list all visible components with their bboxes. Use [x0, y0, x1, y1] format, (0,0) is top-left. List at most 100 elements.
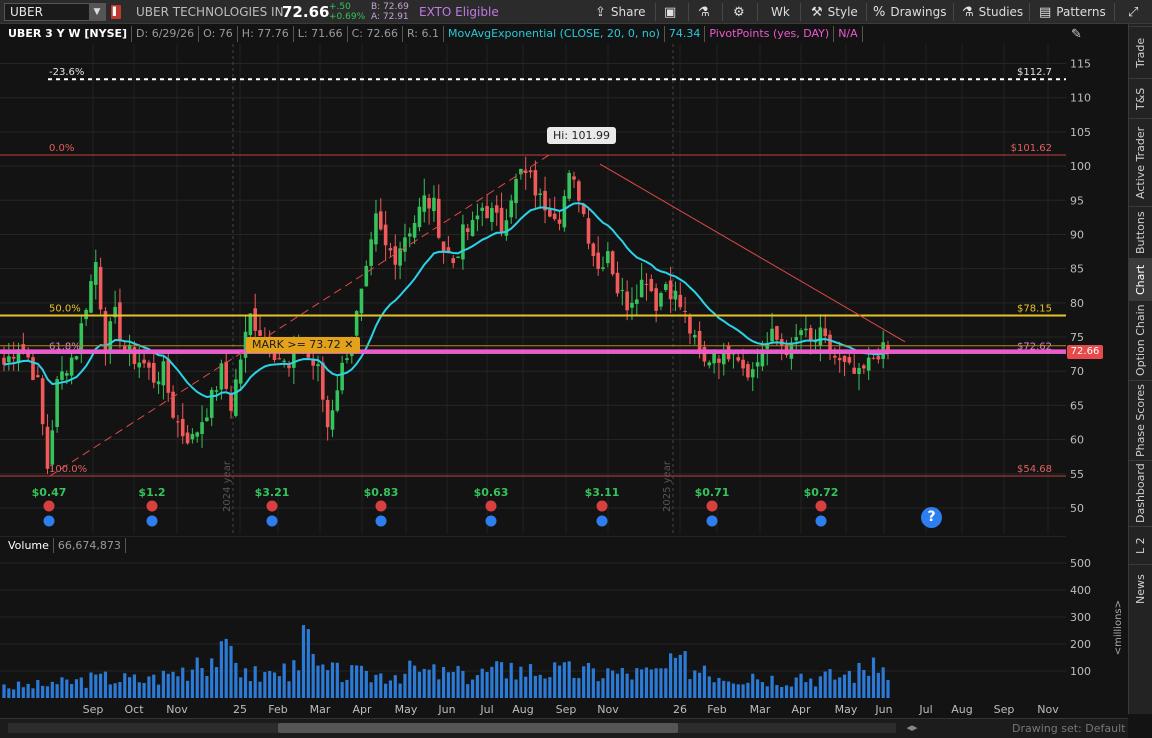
volume-bar: [615, 673, 620, 698]
candle-body: [567, 172, 571, 199]
candle-body: [277, 358, 282, 360]
volume-bar: [234, 662, 238, 698]
volume-bar: [417, 671, 422, 698]
cursor-tool-icon[interactable]: ✎: [1071, 27, 1082, 42]
candle-body: [876, 356, 881, 360]
candle-body: [272, 347, 277, 360]
side-tab-t-s[interactable]: T&S: [1129, 78, 1152, 118]
candle-body: [214, 390, 219, 392]
help-icon[interactable]: ?: [921, 507, 942, 528]
patterns-button[interactable]: ▤ Patterns: [1039, 5, 1106, 20]
side-tab-phase-scores[interactable]: Phase Scores: [1129, 380, 1152, 460]
volume-bar: [760, 682, 765, 698]
symbol-input[interactable]: UBER ▼: [4, 3, 106, 21]
side-tab-news[interactable]: News: [1129, 564, 1152, 614]
mark-alert-label[interactable]: MARK >= 73.72 ✕: [246, 337, 360, 353]
candle-body: [325, 399, 330, 428]
candle-body: [195, 432, 200, 437]
volume-bar: [722, 680, 726, 698]
side-tab-trade[interactable]: Trade: [1129, 26, 1152, 78]
candle-body: [190, 434, 195, 440]
volume-bar: [553, 662, 557, 698]
ema-study-label[interactable]: MovAvgExponential (CLOSE, 20, 0, no): [444, 26, 665, 42]
volume-bar: [268, 671, 272, 698]
resize-icon[interactable]: ◂▸: [906, 721, 918, 734]
volume-bar: [765, 686, 769, 698]
candle-body: [808, 328, 813, 341]
x-tick-label: Nov: [1037, 703, 1059, 716]
side-tab-dashboard[interactable]: Dashboard: [1129, 460, 1152, 526]
snapshot-button[interactable]: ▣: [664, 3, 681, 21]
style-button[interactable]: ⚒ Style: [811, 5, 858, 20]
volume-bar: [833, 679, 837, 698]
candle-body: [176, 421, 180, 423]
drawings-button[interactable]: % Drawings: [873, 5, 947, 20]
maximize-button[interactable]: ⤢: [1128, 3, 1143, 21]
volume-bar: [70, 683, 74, 698]
candle-body: [702, 346, 707, 362]
candle-body: [644, 283, 649, 285]
year-label: 2025 year: [662, 460, 673, 512]
volume-bar: [606, 668, 610, 698]
volume-bar: [36, 679, 40, 698]
bar-low: L: 71.66: [294, 26, 348, 42]
side-tab-option-chain[interactable]: Option Chain: [1129, 300, 1152, 380]
volume-bar: [408, 660, 412, 698]
candle-body: [639, 279, 644, 298]
volume-bar: [441, 667, 446, 698]
chart-header: UBER 3 Y W [NYSE] D: 6/29/26 O: 76 H: 77…: [4, 26, 863, 42]
flag-icon[interactable]: ▌: [111, 5, 121, 19]
volume-bar: [379, 673, 383, 698]
volume-tick-label: 300: [1070, 611, 1091, 624]
chart-symbol[interactable]: UBER 3 Y W [NYSE]: [4, 26, 133, 42]
scrollbar-thumb[interactable]: [278, 723, 678, 733]
exto-eligible-link[interactable]: EXTO Eligible: [419, 5, 499, 19]
side-tab-l-2[interactable]: L 2: [1129, 526, 1152, 564]
candle-body: [248, 313, 253, 336]
volume-bar: [113, 683, 117, 698]
candle-body: [7, 356, 11, 363]
volume-bar: [664, 668, 668, 698]
x-tick-label: Aug: [951, 703, 972, 716]
volume-bar: [842, 674, 847, 698]
drawing-set-label[interactable]: Drawing set: Default: [1012, 722, 1126, 735]
candle-body: [548, 208, 552, 217]
chevron-down-icon[interactable]: ▼: [89, 4, 105, 20]
volume-bar: [103, 671, 108, 698]
side-tab-buttons[interactable]: Buttons: [1129, 206, 1152, 258]
toolbar-divider: [757, 3, 758, 21]
volume-bar: [297, 670, 301, 698]
side-tab-chart[interactable]: Chart: [1129, 258, 1152, 300]
high-label: Hi: 101.99: [547, 127, 617, 144]
earnings-value: $0.47: [32, 486, 67, 499]
last-price-tag: 72.66: [1067, 345, 1103, 359]
volume-bar: [277, 676, 281, 698]
volume-bar: [12, 689, 16, 698]
volume-bar: [437, 679, 441, 698]
pivot-study-label[interactable]: PivotPoints (yes, DAY): [705, 26, 835, 42]
candle-body: [40, 378, 45, 425]
volume-bar: [306, 629, 310, 698]
volume-bar: [567, 661, 571, 698]
candle-body: [21, 344, 26, 352]
price-chart[interactable]: 115 110 105 100 95 90 85 80 75 70 65 60 55 50 2024 yea…: [0, 44, 1128, 534]
candle-body: [229, 394, 233, 411]
volume-bar: [2, 684, 6, 698]
candle-body: [142, 359, 146, 364]
share-button[interactable]: ⇪ Share: [595, 5, 646, 20]
x-tick-label: May: [395, 703, 418, 716]
volume-bar: [74, 679, 79, 698]
period-button[interactable]: Wk: [771, 5, 790, 19]
ema-study-value: 74.34: [665, 26, 706, 42]
volume-bar: [519, 666, 523, 698]
studies-button[interactable]: ⚗ Studies: [962, 5, 1024, 20]
candle-body: [2, 357, 6, 365]
side-tab-active-trader[interactable]: Active Trader: [1129, 118, 1152, 206]
flask-button[interactable]: ⚗: [698, 3, 715, 21]
candle-body: [45, 426, 50, 469]
volume-bar: [659, 668, 663, 698]
horizontal-scrollbar[interactable]: [8, 723, 896, 733]
settings-button[interactable]: ⚙: [733, 3, 750, 21]
volume-chart[interactable]: 500 400 300 200 100 Sep Oct Nov 25 Feb Mar Apr May Ju…: [0, 536, 1128, 718]
candle-body: [552, 213, 557, 220]
